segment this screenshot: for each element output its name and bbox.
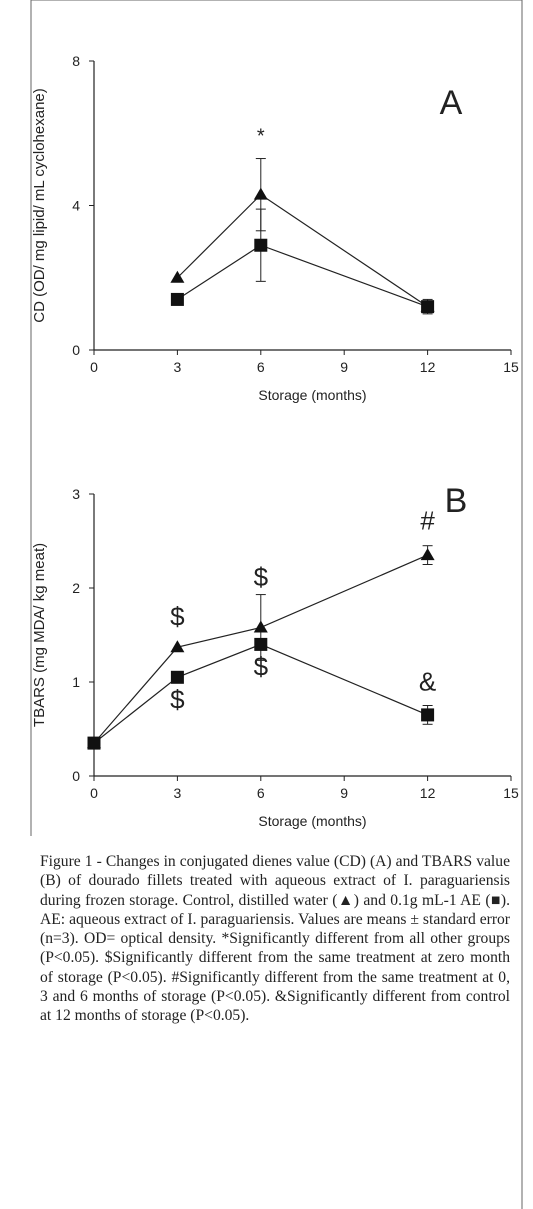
- significance-marker: #: [420, 506, 435, 536]
- y-tick-label: 1: [72, 674, 80, 690]
- chart-panel-a: 0 3 6 9 12 15 0 4 8 Storage (months) CD (OD/ mg li…: [31, 53, 519, 403]
- x-tick-label: 3: [174, 785, 182, 801]
- data-point-square: [421, 708, 435, 722]
- data-point-square: [254, 238, 268, 252]
- data-point-square: [254, 637, 268, 651]
- significance-marker: $: [254, 651, 269, 681]
- data-point-square: [170, 292, 184, 306]
- y-tick-label: 4: [72, 198, 80, 214]
- x-axis-label: Storage (months): [258, 387, 366, 403]
- data-point-triangle: [170, 270, 185, 283]
- x-tick-label: 0: [90, 359, 98, 375]
- x-tick-label: 9: [340, 785, 348, 801]
- x-tick-label: 0: [90, 785, 98, 801]
- data-point-triangle: [170, 640, 185, 653]
- data-point-triangle: [253, 187, 268, 200]
- y-tick-label: 8: [72, 53, 80, 69]
- y-axis-label: CD (OD/ mg lipid/ mL cyclohexane): [31, 88, 48, 323]
- x-axis-label: Storage (months): [258, 813, 366, 829]
- x-tick-label: 6: [257, 359, 265, 375]
- x-tick-label: 3: [174, 359, 182, 375]
- x-tick-label: 15: [503, 785, 519, 801]
- x-tick-label: 9: [340, 359, 348, 375]
- caption-text: Changes in conjugated dienes value (CD) …: [40, 853, 510, 1025]
- y-tick-label: 3: [72, 486, 80, 502]
- significance-marker: *: [257, 125, 265, 147]
- x-tick-label: 12: [420, 785, 436, 801]
- significance-marker: $: [254, 562, 269, 592]
- panel-label: A: [440, 84, 463, 122]
- y-tick-label: 2: [72, 580, 80, 596]
- y-tick-label: 0: [72, 342, 80, 358]
- caption-label: Figure 1 -: [40, 853, 106, 870]
- series-line-triangle: [176, 193, 428, 308]
- data-point-triangle: [420, 548, 435, 561]
- series-line-triangle: [93, 554, 428, 744]
- data-point-triangle: [253, 620, 268, 633]
- y-tick-label: 0: [72, 768, 80, 784]
- figure-caption: Figure 1 - Changes in conjugated dienes …: [40, 852, 510, 1026]
- x-tick-label: 15: [503, 359, 519, 375]
- y-axis-label: TBARS (mg MDA/ kg meat): [31, 543, 48, 727]
- significance-marker: $: [170, 602, 185, 632]
- data-point-square: [170, 670, 184, 684]
- data-point-square: [421, 300, 435, 314]
- series-line-square: [177, 244, 428, 308]
- significance-marker: &: [419, 666, 436, 696]
- data-point-square: [87, 736, 101, 750]
- panel-label: B: [445, 482, 468, 520]
- x-tick-label: 12: [420, 359, 436, 375]
- x-tick-label: 6: [257, 785, 265, 801]
- significance-marker: $: [170, 684, 185, 714]
- series-line-square: [93, 643, 428, 744]
